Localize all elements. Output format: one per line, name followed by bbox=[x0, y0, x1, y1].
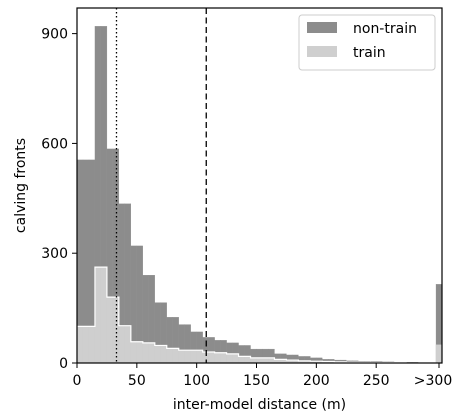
bar-train bbox=[268, 357, 275, 364]
plot-frame bbox=[76, 7, 443, 364]
ticks-layer: 0 50 100 150 200 250 >300 0 300 600 900 bbox=[41, 27, 452, 389]
bar-train bbox=[244, 356, 251, 364]
x-tick-label: 100 bbox=[183, 373, 210, 389]
x-tick-label: 250 bbox=[363, 373, 390, 389]
bar-train bbox=[172, 348, 179, 364]
bar-train bbox=[178, 350, 185, 364]
legend: non-train train bbox=[298, 14, 436, 71]
bar-train bbox=[136, 341, 143, 364]
legend-swatch-non-train bbox=[307, 22, 337, 33]
y-tick-label: 0 bbox=[59, 356, 68, 372]
bar-train bbox=[214, 352, 221, 364]
bar-train bbox=[82, 326, 90, 364]
bar-train bbox=[148, 342, 155, 364]
reference-lines-layer bbox=[115, 8, 207, 363]
legend-label-non-train: non-train bbox=[353, 21, 417, 37]
legend-swatch-train bbox=[307, 46, 337, 57]
bar-train bbox=[88, 326, 96, 364]
train-step-outline bbox=[76, 266, 437, 364]
bar-train bbox=[142, 342, 149, 364]
bar-train bbox=[184, 350, 191, 364]
bar-train bbox=[160, 345, 167, 364]
y-axis-label: calving fronts bbox=[13, 138, 29, 233]
x-axis-label: inter-model distance (m) bbox=[173, 397, 346, 413]
bar-train bbox=[238, 356, 245, 364]
y-tick-label: 900 bbox=[41, 27, 68, 43]
x-tick-label: 150 bbox=[243, 373, 270, 389]
bar-train bbox=[94, 266, 102, 364]
bar-overflow-train bbox=[435, 344, 443, 364]
bar-train bbox=[256, 357, 263, 364]
bar-train bbox=[196, 350, 203, 364]
bar-train bbox=[118, 325, 126, 364]
bar-train bbox=[220, 352, 227, 364]
bar-train bbox=[100, 266, 108, 364]
bar-train bbox=[76, 326, 84, 364]
bar-train bbox=[124, 325, 132, 364]
bar-train bbox=[226, 353, 233, 364]
bar-train bbox=[262, 357, 269, 364]
bar-train bbox=[166, 348, 173, 364]
bar-train bbox=[190, 350, 197, 364]
bar-train bbox=[130, 341, 137, 364]
legend-label-train: train bbox=[353, 45, 386, 61]
bar-train bbox=[250, 357, 257, 364]
y-tick-label: 600 bbox=[41, 136, 68, 152]
bar-train bbox=[154, 345, 161, 364]
bar-train bbox=[232, 353, 239, 364]
bar-train bbox=[208, 351, 215, 364]
bar-train bbox=[106, 296, 114, 364]
y-tick-label: 300 bbox=[41, 246, 68, 262]
x-tick-label: 50 bbox=[128, 373, 146, 389]
bars-layer bbox=[76, 26, 443, 364]
x-tick-label: 200 bbox=[303, 373, 330, 389]
x-tick-label: 0 bbox=[73, 373, 82, 389]
x-tick-label-overflow: >300 bbox=[414, 373, 452, 389]
